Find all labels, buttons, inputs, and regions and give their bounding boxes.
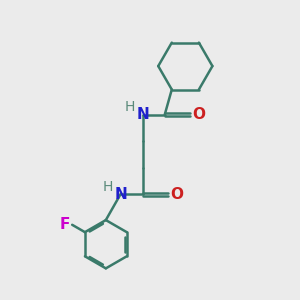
Text: N: N — [136, 107, 149, 122]
Text: H: H — [103, 180, 113, 194]
Text: N: N — [114, 187, 127, 202]
Text: H: H — [125, 100, 136, 114]
Text: O: O — [192, 107, 205, 122]
Text: F: F — [59, 217, 70, 232]
Text: O: O — [170, 187, 183, 202]
